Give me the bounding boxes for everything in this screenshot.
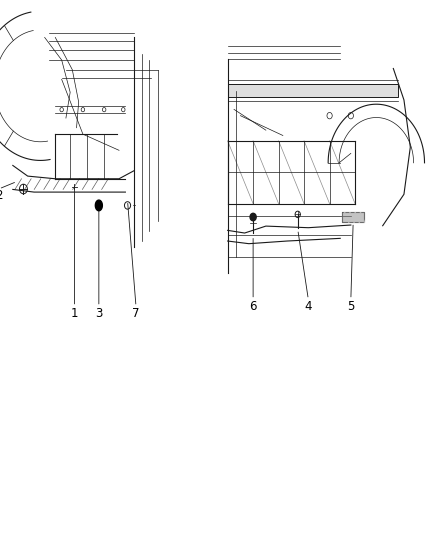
Polygon shape: [95, 200, 102, 211]
Circle shape: [250, 213, 256, 221]
Text: 7: 7: [132, 306, 140, 320]
Bar: [228, 84, 398, 97]
Text: 1: 1: [71, 306, 78, 320]
Polygon shape: [342, 212, 364, 222]
Text: 4: 4: [304, 300, 312, 313]
Text: 6: 6: [249, 300, 257, 313]
Text: 2: 2: [0, 189, 3, 202]
Text: 5: 5: [347, 300, 354, 313]
Text: 3: 3: [95, 306, 102, 320]
